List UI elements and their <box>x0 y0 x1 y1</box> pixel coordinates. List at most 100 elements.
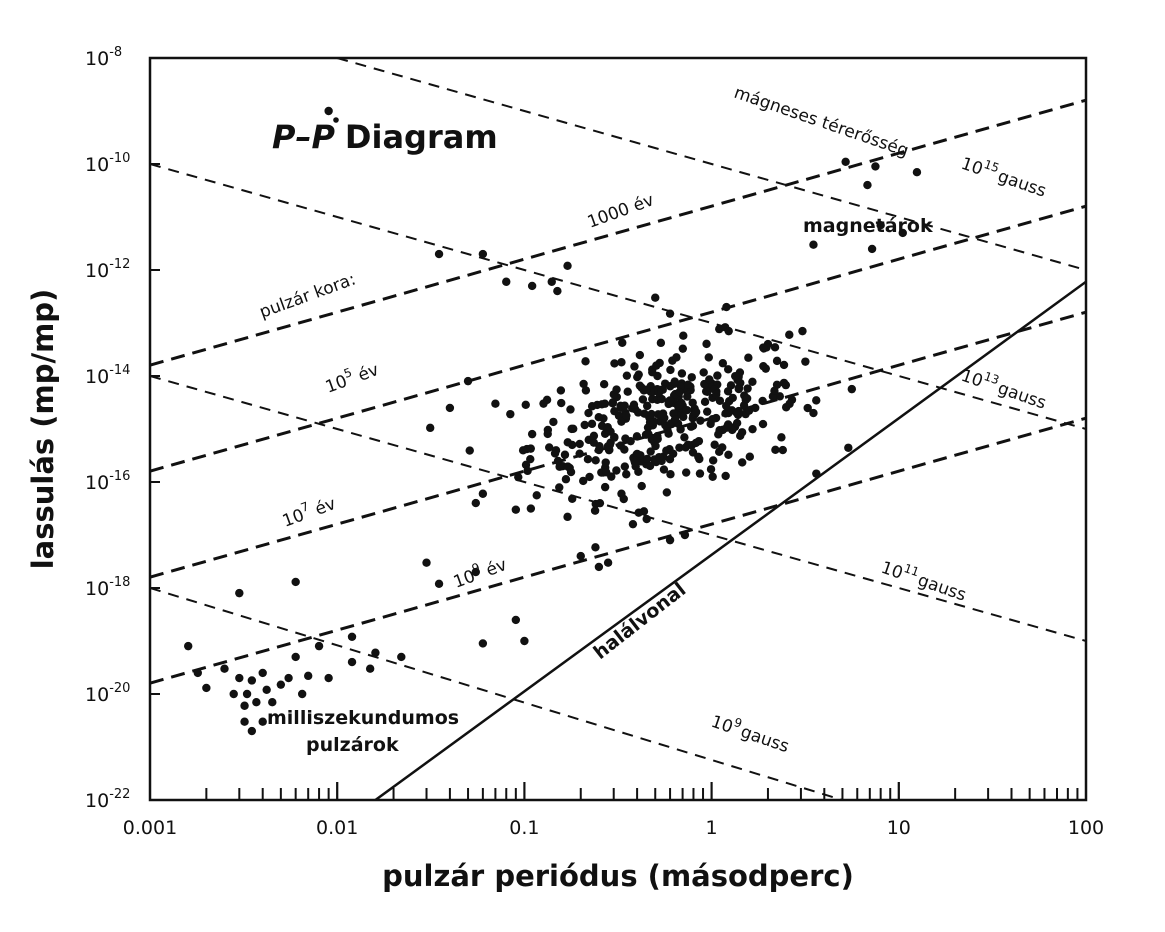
pulsar-point <box>656 338 666 348</box>
pulsar-point <box>694 452 703 461</box>
pulsar-point <box>563 438 572 447</box>
pulsar-point <box>240 701 249 710</box>
pulsar-point <box>610 432 619 442</box>
y-tick-label: 10-14 <box>85 363 130 388</box>
pulsar-point <box>751 403 760 413</box>
pulsar-point <box>665 309 675 318</box>
pulsar-point <box>679 331 688 340</box>
pulsar-point <box>563 512 572 522</box>
pulsar-point <box>670 415 680 424</box>
pulsar-point <box>569 424 578 434</box>
pulsar-point <box>694 436 704 446</box>
pulsar-point <box>781 380 791 390</box>
pulsar-point <box>258 668 267 678</box>
pulsar-point <box>634 370 643 379</box>
pulsar-point <box>622 371 632 380</box>
pulsar-point <box>291 652 300 662</box>
pulsar-point <box>801 357 810 366</box>
pulsar-point <box>738 458 747 467</box>
pulsar-point <box>665 535 675 545</box>
pulsar-point <box>657 394 666 404</box>
pulsar-point <box>397 652 406 662</box>
pulsar-point <box>748 424 757 434</box>
pulsar-point <box>712 390 721 399</box>
pulsar-point <box>713 371 722 380</box>
pulsar-point <box>683 380 693 389</box>
annotation-pulsar-age: pulzár kora: <box>257 269 359 322</box>
pulsar-point <box>642 401 652 411</box>
pulsar-point <box>737 428 747 437</box>
pulsar-point <box>645 461 655 471</box>
pulsar-point <box>630 458 640 467</box>
pulsar-point <box>665 455 675 464</box>
pulsar-point <box>551 446 561 455</box>
pulsar-point <box>898 228 907 238</box>
pulsar-point <box>626 436 635 446</box>
pulsar-point <box>744 353 753 362</box>
field-label-1e13: 1013gauss <box>958 362 1050 414</box>
pulsar-point <box>620 401 629 410</box>
pulsar-point <box>651 293 660 302</box>
pulsar-point <box>426 423 435 433</box>
pulsar-point <box>731 371 740 381</box>
pulsar-point <box>745 452 755 461</box>
pulsar-point <box>506 409 515 419</box>
pulsar-point <box>242 689 252 699</box>
pulsar-point <box>759 361 768 371</box>
pulsar-point <box>701 387 711 396</box>
pulsar-point <box>706 465 716 474</box>
pulsar-point <box>600 482 610 492</box>
pulsar-point <box>590 506 600 515</box>
pulsar-point <box>620 462 630 471</box>
pulsar-point <box>526 454 535 464</box>
pulsar-point <box>706 419 715 429</box>
pulsar-point <box>324 106 333 116</box>
pulsar-point <box>600 429 610 438</box>
pulsar-point <box>724 450 733 459</box>
pulsar-point <box>646 447 655 456</box>
x-tick-label: 0.001 <box>123 817 177 839</box>
pulsar-point <box>699 368 708 377</box>
pulsar-point <box>785 330 794 339</box>
pulsar-point <box>718 443 727 452</box>
pulsar-point <box>778 445 787 455</box>
pulsar-point <box>511 505 521 514</box>
pulsar-points <box>184 106 922 736</box>
pulsar-point <box>728 393 737 403</box>
pulsar-point <box>695 469 705 478</box>
pulsar-point <box>809 408 818 418</box>
pulsar-point <box>584 408 593 418</box>
pulsar-point <box>653 434 662 444</box>
pulsar-point <box>603 558 613 567</box>
pulsar-point <box>677 369 687 378</box>
pulsar-point <box>347 632 357 642</box>
pulsar-point <box>262 685 271 695</box>
pulsar-point <box>682 405 692 415</box>
pulsar-point <box>676 425 685 434</box>
y-tick-label: 10-8 <box>85 45 122 70</box>
pulsar-point <box>561 475 571 484</box>
pulsar-point <box>702 407 712 416</box>
pulsar-point <box>662 446 671 455</box>
field-line-3 <box>150 587 843 800</box>
field-line-2 <box>150 375 1086 642</box>
pulsar-point <box>723 365 733 374</box>
pulsar-point <box>580 420 589 430</box>
x-tick-label: 0.1 <box>509 817 539 839</box>
pulsar-point <box>595 442 604 451</box>
field-label-1e9: 109gauss <box>708 708 793 757</box>
pulsar-point <box>635 381 645 390</box>
pulsar-point <box>654 452 664 462</box>
pulsar-point <box>463 376 473 386</box>
pulsar-point <box>666 470 675 479</box>
pulsar-point <box>371 648 380 657</box>
pulsar-point <box>696 416 705 425</box>
pulsar-point <box>608 399 617 408</box>
pulsar-point <box>523 466 532 476</box>
pulsar-point <box>220 664 229 673</box>
pulsar-point <box>679 412 688 422</box>
pulsar-point <box>478 249 488 259</box>
pulsar-point <box>258 717 267 726</box>
pulsar-point <box>235 673 244 683</box>
